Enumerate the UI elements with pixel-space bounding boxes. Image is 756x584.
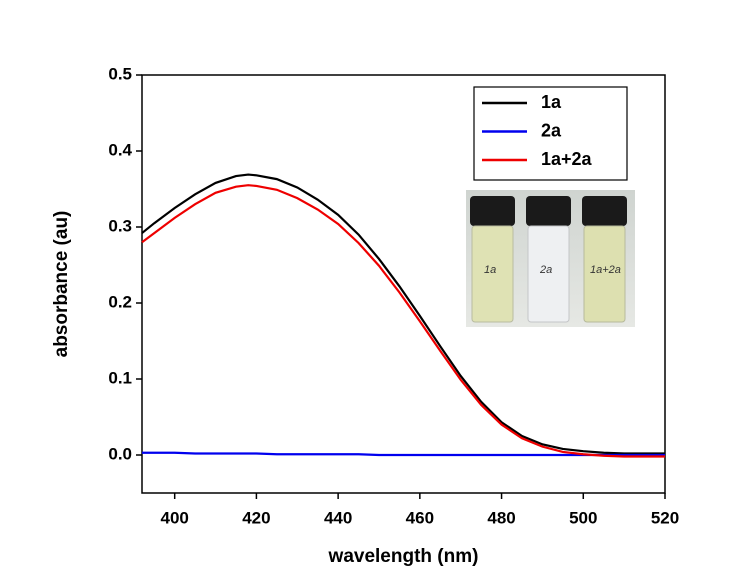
x-tick-label: 440 [324,508,352,527]
y-tick-label: 0.5 [108,64,132,83]
x-tick-label: 500 [569,508,597,527]
line-series [142,451,665,457]
x-tick-label: 520 [651,508,679,527]
y-tick-label: 0.0 [108,444,132,463]
legend-label: 1a+2a [541,149,593,169]
x-tick-label: 480 [487,508,515,527]
inset-photo: 1a 2a 1a+2a [466,190,635,327]
y-tick-label: 0.4 [108,140,132,159]
y-axis-label: absorbance (au) [51,211,72,358]
x-tick-label: 420 [242,508,270,527]
line-series [141,184,665,458]
legend-label: 1a [541,92,562,112]
x-tick-label: 400 [161,508,189,527]
inset-label: 1a [484,264,496,276]
inset-label: 1a+2a [590,264,621,276]
y-tick-label: 0.3 [108,216,132,235]
y-tick-label: 0.2 [108,292,132,311]
line-series [141,173,665,455]
legend-label: 2a [541,120,562,140]
y-tick-label: 0.1 [108,368,132,387]
x-tick-label: 460 [406,508,434,527]
x-axis-label: wavelength (nm) [328,546,479,567]
inset-label: 2a [539,264,552,276]
plot-frame [141,74,666,494]
